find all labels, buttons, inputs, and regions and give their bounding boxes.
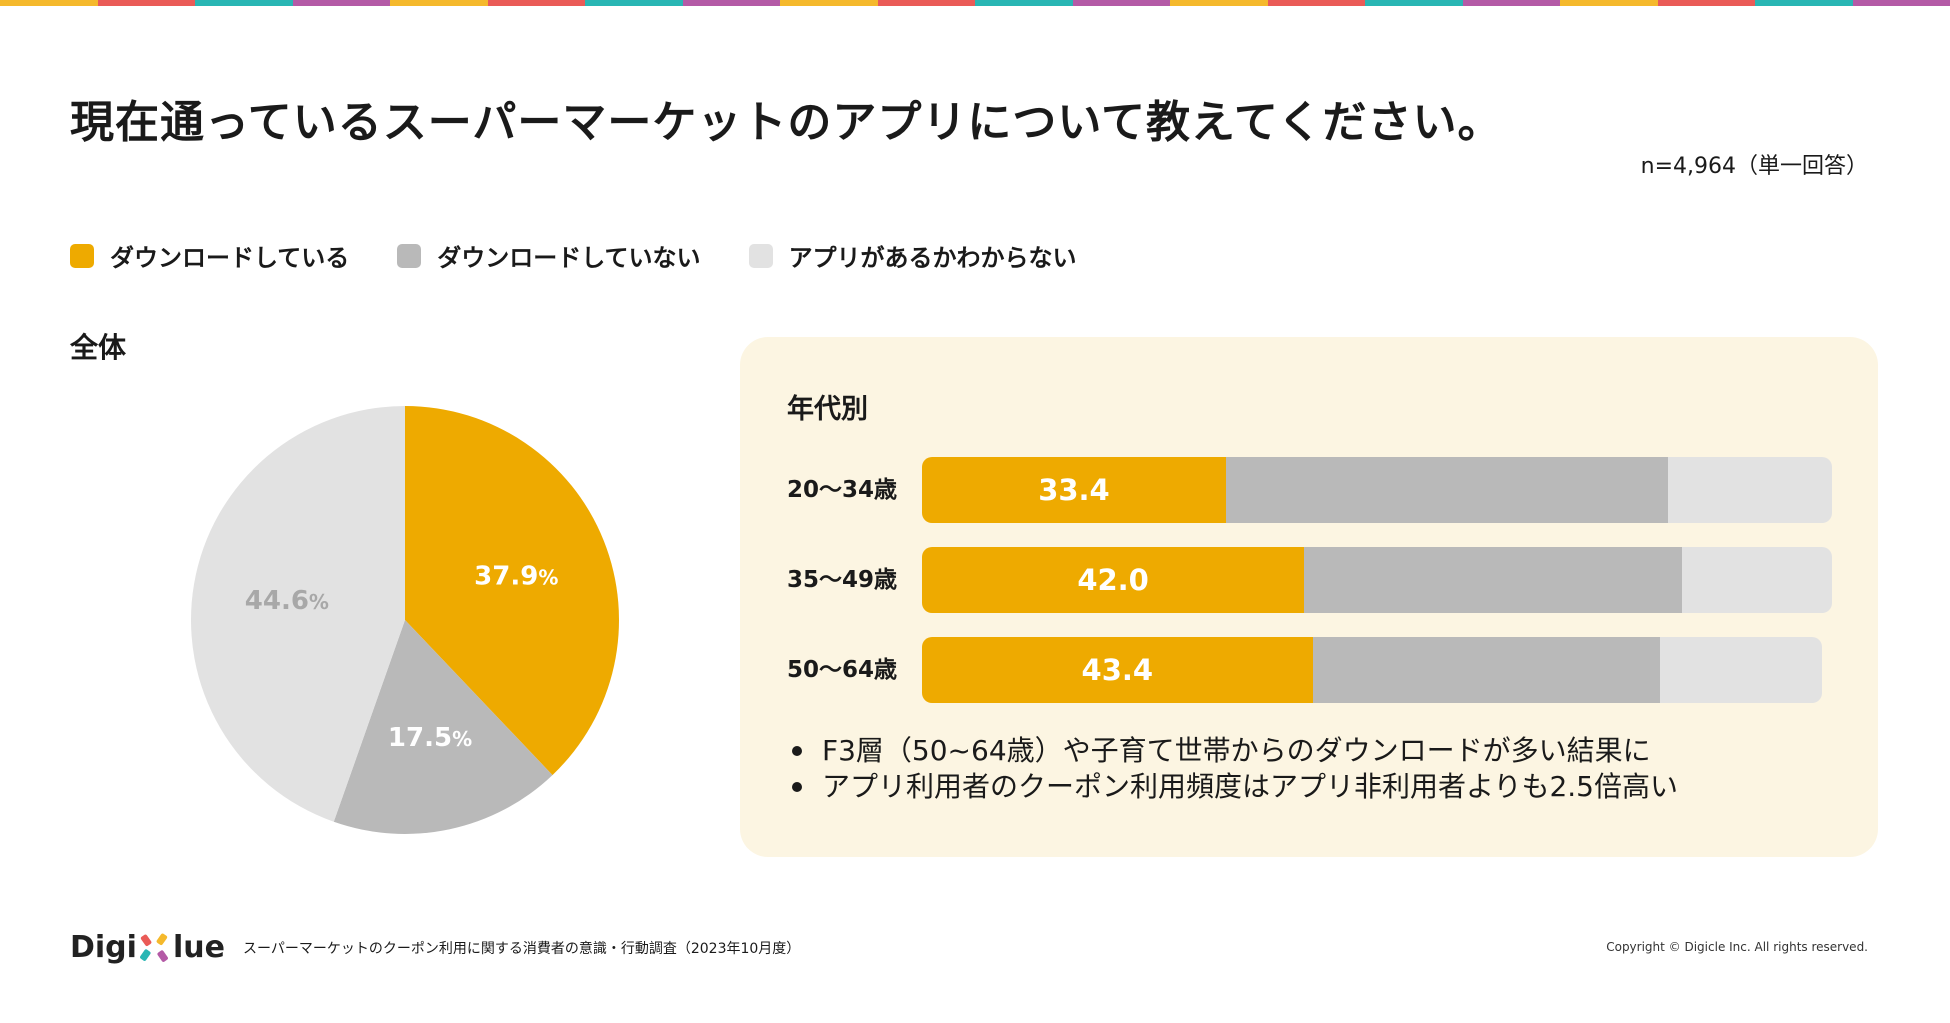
stripe-segment <box>1462 0 1560 6</box>
bar-track: 42.0 <box>922 547 1832 613</box>
copyright: Copyright © Digicle Inc. All rights rese… <box>1606 940 1868 954</box>
legend-label-unknown: アプリがあるかわからない <box>788 244 1077 272</box>
bar-segment-unknown <box>1668 457 1832 523</box>
stripe-segment <box>1170 0 1268 6</box>
legend-swatch-not-downloaded <box>397 243 422 268</box>
bullet-icon <box>792 782 802 792</box>
stripe-segment <box>292 0 390 6</box>
stripe-segment <box>1365 0 1463 6</box>
bar-value-label: 43.4 <box>1081 653 1154 687</box>
stripe-segment <box>1560 0 1658 6</box>
logo-text-right: lue <box>172 930 225 965</box>
legend-label-downloaded: ダウンロードしている <box>110 244 350 272</box>
bar-segment-not-downloaded <box>1225 457 1669 523</box>
stripe-segment <box>0 0 98 6</box>
bar-category-label: 35〜49歳 <box>787 567 898 593</box>
bar-value-label: 33.4 <box>1038 473 1110 507</box>
stripe-segment <box>682 0 780 6</box>
legend-item-unknown: アプリがあるかわからない <box>748 238 1077 273</box>
bar-category-label: 50〜64歳 <box>787 657 898 683</box>
top-color-stripe <box>0 0 1950 6</box>
legend-swatch-unknown <box>748 243 773 268</box>
bar-segment-not-downloaded <box>1312 637 1660 703</box>
finding-text: アプリ利用者のクーポン利用頻度はアプリ非利用者よりも2.5倍高い <box>822 770 1678 803</box>
logo-text-left: Digi <box>70 930 137 965</box>
bar-segment-downloaded: 33.4 <box>922 457 1226 523</box>
stripe-segment <box>1072 0 1170 6</box>
finding-item: F3層（50~64歳）や子育て世帯からのダウンロードが多い結果に <box>790 733 1678 769</box>
age-breakdown-panel: 年代別 20〜34歳 33.4 35〜49歳 42.0 50〜64歳 43.4 … <box>740 337 1878 857</box>
stripe-segment <box>97 0 195 6</box>
logo-mark-icon <box>140 933 168 962</box>
pie-slice-not-downloaded <box>333 620 553 834</box>
bar-value-label: 42.0 <box>1077 563 1149 597</box>
chart-legend: ダウンロードしている ダウンロードしていない アプリがあるかわからない <box>70 238 1125 273</box>
bar-track: 43.4 <box>922 637 1822 703</box>
stripe-segment <box>780 0 878 6</box>
stripe-segment <box>1267 0 1365 6</box>
bar-segment-downloaded: 42.0 <box>922 547 1305 613</box>
stripe-segment <box>975 0 1073 6</box>
finding-item: アプリ利用者のクーポン利用頻度はアプリ非利用者よりも2.5倍高い <box>790 769 1678 805</box>
sample-size: n=4,964（単一回答） <box>1640 154 1868 179</box>
finding-text: F3層（50~64歳）や子育て世帯からのダウンロードが多い結果に <box>822 734 1651 767</box>
findings-list: F3層（50~64歳）や子育て世帯からのダウンロードが多い結果に アプリ利用者の… <box>790 733 1678 805</box>
stripe-segment <box>1657 0 1755 6</box>
stripe-segment <box>390 0 488 6</box>
pie-slice-downloaded <box>405 406 619 776</box>
legend-item-downloaded: ダウンロードしている <box>70 238 349 273</box>
page-title: 現在通っているスーパーマーケットのアプリについて教えてください。 <box>70 97 1503 148</box>
legend-label-not-downloaded: ダウンロードしていない <box>437 244 701 272</box>
source-note: スーパーマーケットのクーポン利用に関する消費者の意識・行動調査（2023年10月… <box>243 941 801 957</box>
bar-chart-title: 年代別 <box>787 394 868 425</box>
bar-track: 33.4 <box>922 457 1832 523</box>
pie-value-label: 37.9% <box>474 562 558 592</box>
bar-segment-not-downloaded <box>1304 547 1682 613</box>
pie-value-label: 44.6% <box>245 586 329 616</box>
stripe-segment <box>195 0 293 6</box>
bar-category-label: 20〜34歳 <box>787 477 898 503</box>
stripe-segment <box>1755 0 1853 6</box>
stripe-segment <box>585 0 683 6</box>
bar-segment-unknown <box>1659 637 1822 703</box>
stripe-segment <box>1852 0 1950 6</box>
pie-slice-unknown <box>191 406 405 822</box>
pie-value-label: 17.5% <box>388 723 472 753</box>
stripe-segment <box>487 0 585 6</box>
legend-swatch-downloaded <box>70 243 94 268</box>
legend-item-not-downloaded: ダウンロードしていない <box>397 238 701 273</box>
pie-chart-title: 全体 <box>70 331 127 364</box>
stripe-segment <box>877 0 975 6</box>
bar-segment-downloaded: 43.4 <box>922 637 1313 703</box>
bar-segment-unknown <box>1681 547 1832 613</box>
pie-chart: 37.9% 17.5% 44.6% <box>191 406 619 834</box>
company-logo: Digi lue <box>70 930 225 965</box>
bullet-icon <box>792 746 802 756</box>
